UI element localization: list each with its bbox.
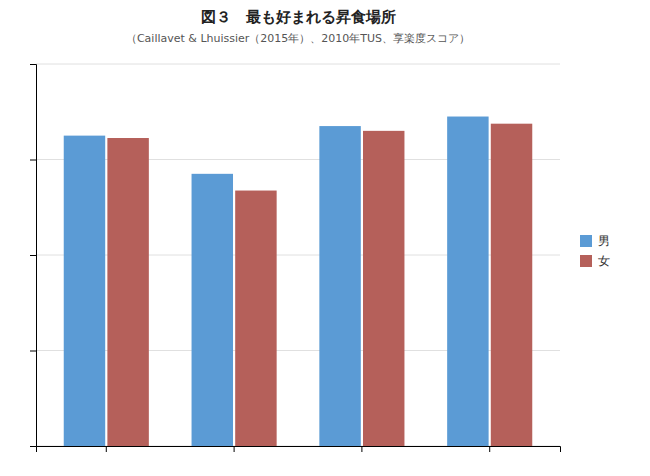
y-tick-mark (30, 255, 36, 256)
x-tick-mark (489, 446, 490, 452)
y-tick (30, 351, 36, 352)
legend-label: 女 (598, 254, 610, 268)
grid (36, 64, 560, 446)
legend-item: 女 (580, 254, 610, 268)
y-tick-mark (30, 351, 36, 352)
y-tick-mark (30, 446, 36, 447)
y-tick (30, 64, 36, 65)
legend-label: 男 (598, 234, 610, 248)
legend-item: 男 (580, 234, 610, 248)
x-tick (106, 446, 107, 452)
bar (64, 136, 105, 446)
y-tick (30, 160, 36, 161)
bar-series (107, 124, 532, 446)
legend: 男女 (580, 234, 610, 268)
x-tick (361, 446, 362, 452)
bars (64, 117, 533, 446)
bar (319, 126, 360, 446)
y-axis-line (30, 65, 37, 447)
x-axis (37, 446, 561, 452)
bar (491, 124, 532, 446)
bar (107, 138, 148, 446)
subtitle: （Caillavet & Lhuissier（2015年）、2010年TUS、享… (126, 32, 470, 45)
legend-swatch (580, 255, 592, 267)
x-axis-line (37, 447, 561, 453)
plot (30, 64, 561, 452)
x-tick-mark (361, 446, 362, 452)
x-tick (234, 446, 235, 452)
title: 図３ 最も好まれる昇食場所 (201, 8, 396, 26)
chart: 図３ 最も好まれる昇食場所 （Caillavet & Lhuissier（2015… (0, 0, 650, 476)
y-tick (30, 446, 36, 447)
x-tick-mark (106, 446, 107, 452)
bar (192, 174, 233, 446)
x-tick (489, 446, 490, 452)
bar (447, 117, 488, 446)
bar (363, 131, 404, 446)
y-tick-mark (30, 160, 36, 161)
y-tick-mark (30, 64, 36, 65)
legend-swatch (580, 235, 592, 247)
y-tick (30, 255, 36, 256)
bar (235, 191, 276, 446)
x-tick-mark (234, 446, 235, 452)
bar-series (64, 117, 489, 446)
y-axis (30, 65, 37, 447)
grid-line (36, 64, 560, 65)
